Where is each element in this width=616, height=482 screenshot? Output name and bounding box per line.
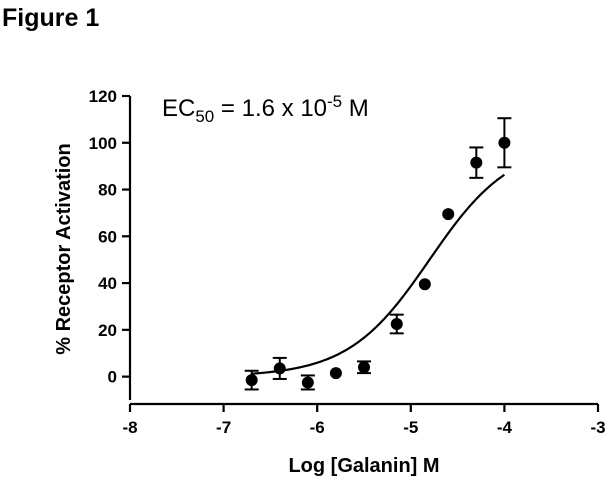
ec50-middle: = 1.6 x 10 xyxy=(214,95,327,122)
x-tick-label: -6 xyxy=(310,418,325,437)
x-tick-label: -7 xyxy=(216,418,231,437)
y-tick-label: 80 xyxy=(98,181,117,200)
data-point xyxy=(470,156,483,169)
ec50-subscript: 50 xyxy=(195,107,214,126)
x-tick-label: -8 xyxy=(122,418,137,437)
y-tick-label: 120 xyxy=(89,87,117,106)
data-point xyxy=(418,278,431,291)
y-axis-title: % Receptor Activation xyxy=(53,143,75,355)
data-point xyxy=(273,362,286,375)
data-point xyxy=(390,318,403,330)
x-tick-label: -4 xyxy=(497,418,513,437)
x-tick-label: -5 xyxy=(403,418,418,437)
data-point xyxy=(442,208,455,221)
x-axis-title: Log [Galanin] M xyxy=(288,455,439,477)
axes: 0 20 40 60 80 100 120 -8 -7 -6 -5 -4 -3 xyxy=(89,87,606,437)
y-tick-label: 60 xyxy=(98,227,117,246)
y-tick-label: 20 xyxy=(98,321,117,340)
y-tick-label: 40 xyxy=(98,274,117,293)
data-point xyxy=(498,136,511,149)
data-point xyxy=(329,367,342,380)
ec50-prefix: EC xyxy=(162,95,195,122)
fit-curve-line xyxy=(251,173,506,375)
fit-curve-layer xyxy=(251,173,506,375)
ec50-superscript: -5 xyxy=(327,92,342,111)
data-points-layer xyxy=(244,117,512,391)
figure-label: Figure 1 xyxy=(2,4,100,32)
ec50-annotation: EC50 = 1.6 x 10-5 M xyxy=(162,92,369,126)
data-point xyxy=(245,374,258,387)
ec50-suffix: M xyxy=(342,95,369,122)
y-tick-label: 100 xyxy=(89,134,117,153)
data-point xyxy=(358,361,370,374)
x-tick-label: -3 xyxy=(590,418,605,437)
data-point xyxy=(301,376,314,389)
y-tick-label: 0 xyxy=(108,368,117,387)
